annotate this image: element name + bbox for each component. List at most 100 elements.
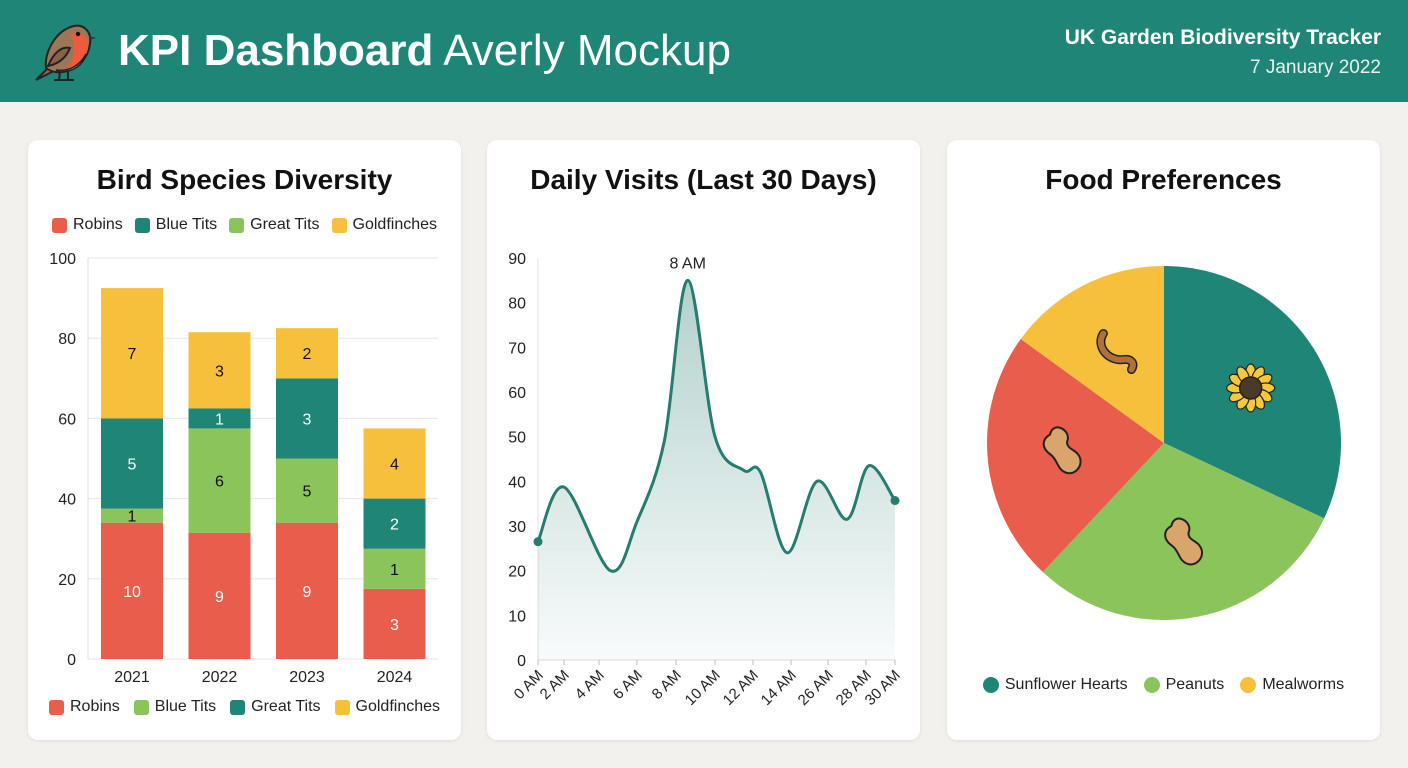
bar-segment	[101, 508, 163, 523]
bar-label: 10	[123, 584, 141, 601]
bar-segment	[363, 498, 426, 549]
legend-label: Goldfinches	[355, 698, 441, 715]
y-tick-label: 40	[508, 474, 526, 491]
legend-swatch	[982, 677, 999, 693]
area-fill	[538, 280, 895, 660]
bar-label: 4	[390, 457, 399, 474]
bar-label: 3	[303, 411, 312, 428]
legend-bottom: Robins Blue Tits Great Tits Goldfinches	[28, 698, 461, 716]
subtitle: UK Garden Biodiversity Tracker	[1064, 26, 1381, 49]
legend-item: Goldfinches	[331, 216, 438, 234]
x-tick-label: 2023	[289, 669, 325, 686]
bar-segment	[188, 408, 251, 429]
x-tick-label: 12 AM	[720, 667, 762, 709]
legend-label: Robins	[72, 216, 123, 233]
card-title: Bird Species Diversity	[96, 164, 393, 195]
x-tick-label: 14 AM	[758, 667, 800, 709]
y-tick-label: 30	[508, 519, 526, 536]
food-preferences-card: Food Preferences Sunflower Hearts Peanuts…	[947, 140, 1380, 740]
bar-segment	[188, 532, 251, 659]
bar-label: 2	[390, 517, 399, 534]
legend-label: Robins	[69, 698, 120, 715]
peak-annotation: 8 AM	[669, 255, 705, 272]
legend-swatch	[133, 699, 149, 715]
legend-label: Blue Tits	[154, 698, 217, 715]
y-tick-label: 80	[508, 296, 526, 313]
legend-swatch	[331, 217, 347, 233]
x-tick-label: 2 AM	[537, 667, 573, 703]
legend-swatch	[48, 699, 64, 715]
legend-item: Blue Tits	[134, 216, 218, 234]
robin-icon	[35, 24, 96, 81]
peanut-icon	[1164, 517, 1203, 566]
x-tick-label: 10 AM	[682, 667, 724, 709]
data-point	[890, 496, 900, 506]
legend-swatch	[334, 699, 350, 715]
y-tick-label: 20	[508, 564, 526, 581]
data-point	[533, 537, 543, 547]
bar-segment	[276, 378, 338, 459]
bar-segment	[276, 522, 338, 659]
legend-top: Robins Blue Tits Great Tits Goldfinches	[28, 216, 461, 234]
x-tick-label: 8 AM	[649, 667, 685, 703]
bar-label: 3	[390, 617, 399, 634]
legend-item: Peanuts	[1143, 676, 1225, 694]
y-tick-label: 50	[508, 430, 526, 447]
bar-label: 1	[390, 562, 399, 579]
series-line	[536, 278, 897, 573]
bar-segment	[363, 588, 426, 659]
sunflower-icon	[1226, 363, 1276, 413]
bar-chart: 0 20 40 60 80 100 10 1 5 7 2021 9 6 1 3 2022 9 5 3 2 2023 3 1 2…	[49, 251, 438, 686]
page-title: KPI Dashboard Averly Mockup	[118, 26, 731, 76]
bar-segment	[276, 458, 338, 523]
bar-segment	[276, 328, 338, 379]
bar-label: 1	[128, 509, 137, 526]
peanut-icon	[1042, 426, 1082, 475]
y-tick-label: 90	[508, 251, 526, 268]
legend-label: Sunflower Hearts	[1004, 676, 1128, 693]
daily-visits-card: Daily Visits (Last 30 Days) 0 10 20 30 40 50 6…	[487, 140, 920, 740]
y-tick-label: 20	[58, 572, 76, 589]
bar-label: 5	[303, 484, 312, 501]
y-tick-label: 70	[508, 340, 526, 357]
title-light: Averly Mockup	[443, 26, 731, 75]
legend-item: Blue Tits	[133, 698, 217, 716]
y-tick-label: 80	[58, 331, 76, 348]
legend-item: Sunflower Hearts	[982, 676, 1128, 694]
bar-label: 1	[215, 411, 224, 428]
header: KPI Dashboard Averly Mockup UK Garden Bi…	[0, 0, 1408, 102]
bar-segment	[101, 418, 163, 509]
legend-label: Peanuts	[1165, 676, 1225, 693]
y-tick-label: 60	[58, 411, 76, 428]
legend-swatch	[51, 217, 67, 233]
bar-label: 5	[128, 457, 137, 474]
x-tick-label: 2021	[114, 669, 150, 686]
pie-chart	[987, 266, 1341, 620]
bar-label: 7	[128, 346, 137, 363]
legend-item: Mealworms	[1240, 676, 1344, 694]
bar-segment	[363, 548, 426, 589]
legend-swatch	[1143, 677, 1160, 693]
bird-diversity-card: Bird Species Diversity Robins Blue Tits Gr…	[28, 140, 461, 740]
legend-label: Goldfinches	[352, 216, 438, 233]
worm-body	[1097, 330, 1136, 373]
bar-label: 9	[215, 589, 224, 606]
bar-label: 9	[303, 584, 312, 601]
bar-segment	[363, 428, 426, 499]
legend-label: Blue Tits	[155, 216, 218, 233]
y-tick-label: 100	[49, 251, 76, 268]
seed-head	[1238, 376, 1263, 400]
legend-swatch	[230, 699, 246, 715]
peanut-shape	[1164, 517, 1203, 566]
bar-label: 2	[303, 346, 312, 363]
bar-segment	[188, 332, 251, 409]
pie-legend: Sunflower Hearts Peanuts Mealworms	[947, 676, 1380, 694]
legend-swatch	[229, 217, 245, 233]
legend-label: Great Tits	[251, 698, 321, 715]
legend-swatch	[1240, 677, 1257, 693]
legend-item: Goldfinches	[334, 698, 441, 716]
legend-item: Great Tits	[229, 216, 320, 234]
card-title: Food Preferences	[1045, 164, 1282, 195]
y-tick-label: 0	[67, 652, 76, 669]
